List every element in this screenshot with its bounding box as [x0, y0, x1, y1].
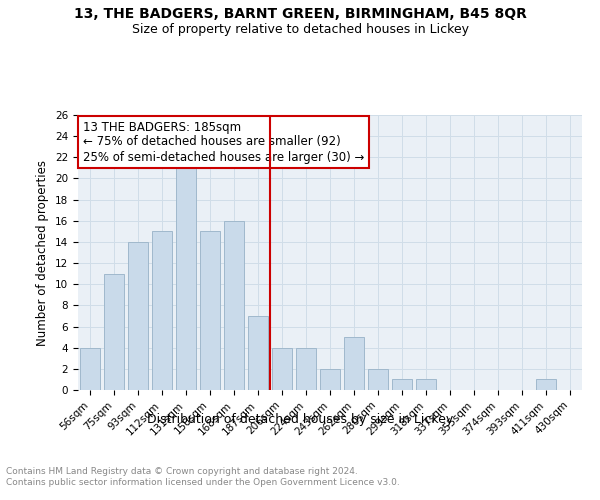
- Bar: [176, 168, 196, 390]
- Text: Contains HM Land Registry data © Crown copyright and database right 2024.
Contai: Contains HM Land Registry data © Crown c…: [6, 468, 400, 487]
- Bar: [104, 274, 124, 390]
- Bar: [536, 380, 556, 390]
- Bar: [200, 232, 220, 390]
- Text: Size of property relative to detached houses in Lickey: Size of property relative to detached ho…: [131, 22, 469, 36]
- Bar: [344, 337, 364, 390]
- Bar: [320, 369, 340, 390]
- Bar: [296, 348, 316, 390]
- Bar: [152, 232, 172, 390]
- Text: 13, THE BADGERS, BARNT GREEN, BIRMINGHAM, B45 8QR: 13, THE BADGERS, BARNT GREEN, BIRMINGHAM…: [74, 8, 526, 22]
- Bar: [224, 221, 244, 390]
- Text: 13 THE BADGERS: 185sqm
← 75% of detached houses are smaller (92)
25% of semi-det: 13 THE BADGERS: 185sqm ← 75% of detached…: [83, 120, 364, 164]
- Text: Distribution of detached houses by size in Lickey: Distribution of detached houses by size …: [147, 412, 453, 426]
- Bar: [128, 242, 148, 390]
- Bar: [248, 316, 268, 390]
- Bar: [368, 369, 388, 390]
- Bar: [416, 380, 436, 390]
- Bar: [392, 380, 412, 390]
- Bar: [272, 348, 292, 390]
- Bar: [80, 348, 100, 390]
- Y-axis label: Number of detached properties: Number of detached properties: [37, 160, 49, 346]
